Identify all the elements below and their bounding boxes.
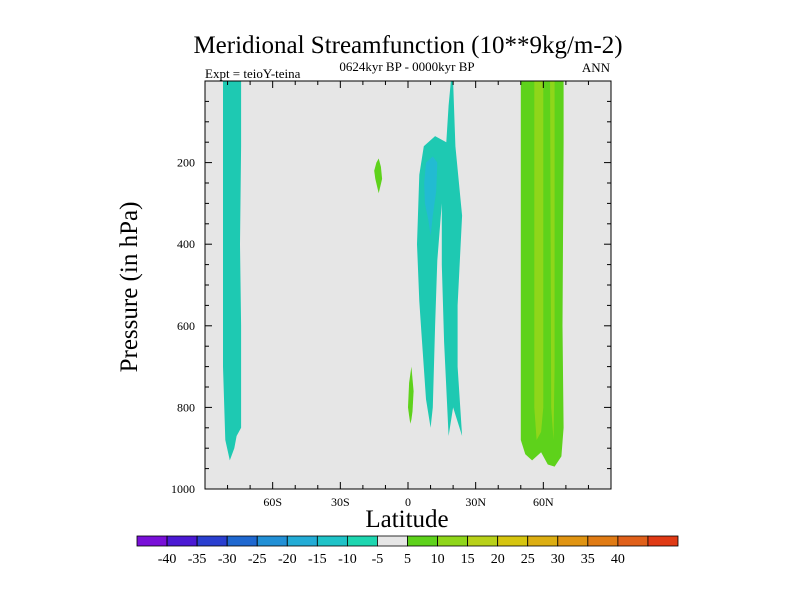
- colorbar-swatch: [647, 535, 679, 547]
- chart-title: Meridional Streamfunction (10**9kg/m-2): [193, 32, 622, 59]
- colorbar-swatch: [557, 535, 589, 547]
- colorbar-label: -35: [188, 552, 207, 567]
- colorbar-swatch: [437, 535, 469, 547]
- colorbar-label: -15: [308, 552, 327, 567]
- colorbar-swatch: [407, 535, 438, 547]
- colorbar-swatch: [166, 535, 198, 547]
- colorbar-swatch: [527, 535, 559, 547]
- subtitle: 0624kyr BP - 0000kyr BP: [339, 59, 474, 74]
- colorbar-label: 10: [431, 552, 445, 567]
- x-axis: 60S 30S 0 30N 60N: [227, 81, 589, 509]
- colorbar-swatch: [467, 535, 499, 547]
- y-tick-label: 1000: [171, 482, 195, 496]
- contour-region-southern-negative-cell: [223, 81, 242, 461]
- colorbar-label: -25: [248, 552, 267, 567]
- contour-region-northern-strong-band: [534, 81, 544, 440]
- colorbar-label: 35: [581, 552, 595, 567]
- colorbar-label: 5: [404, 552, 411, 567]
- colorbar-swatch: [196, 535, 228, 547]
- colorbar-label: 20: [491, 552, 505, 567]
- x-tick-label: 60N: [533, 495, 554, 509]
- contour-region-upper-positive-blob: [374, 158, 383, 194]
- y-tick-label: 400: [177, 237, 195, 251]
- colorbar-swatch: [617, 535, 649, 547]
- colorbar-label: 25: [521, 552, 535, 567]
- colorbar-swatch: [316, 535, 348, 547]
- contour-region-lower-positive-blob: [408, 366, 414, 424]
- x-tick-label: 60S: [263, 495, 282, 509]
- right-label: ANN: [582, 60, 611, 75]
- colorbar-swatch: [136, 535, 168, 547]
- colorbar-label: -20: [278, 552, 297, 567]
- colorbar-swatch: [377, 535, 408, 547]
- colorbar: -40 -35 -30 -25 -20 -15 -10 -5 5 10 15 20 25 30 35 40: [136, 535, 679, 567]
- colorbar-swatch: [256, 535, 288, 547]
- colorbar-swatch: [497, 535, 529, 547]
- y-tick-label: 800: [177, 400, 195, 414]
- colorbar-swatch: [286, 535, 318, 547]
- x-tick-label: 30S: [331, 495, 350, 509]
- colorbar-label: 15: [461, 552, 475, 567]
- y-axis: 200 400 600 800 1000: [171, 100, 611, 496]
- colorbar-label: -10: [338, 552, 357, 567]
- contour-region-central-strong-core: [424, 156, 438, 236]
- contour-region-northern-strong-thin: [550, 81, 555, 440]
- left-label: Expt = teioY-teina: [205, 66, 301, 81]
- colorbar-swatch: [587, 535, 619, 547]
- y-axis-label: Pressure (in hPa): [116, 202, 143, 373]
- y-tick-label: 200: [177, 156, 195, 170]
- colorbar-label: -30: [218, 552, 237, 567]
- x-tick-label: 0: [405, 495, 411, 509]
- colorbar-swatch: [346, 535, 378, 547]
- colorbar-label: 30: [551, 552, 565, 567]
- colorbar-label: -5: [372, 552, 384, 567]
- plot-area: [204, 80, 612, 490]
- y-tick-label: 600: [177, 319, 195, 333]
- colorbar-label: 40: [611, 552, 625, 567]
- colorbar-swatch: [226, 535, 258, 547]
- x-tick-label: 30N: [465, 495, 486, 509]
- x-axis-label: Latitude: [365, 506, 448, 533]
- colorbar-label: -40: [158, 552, 177, 567]
